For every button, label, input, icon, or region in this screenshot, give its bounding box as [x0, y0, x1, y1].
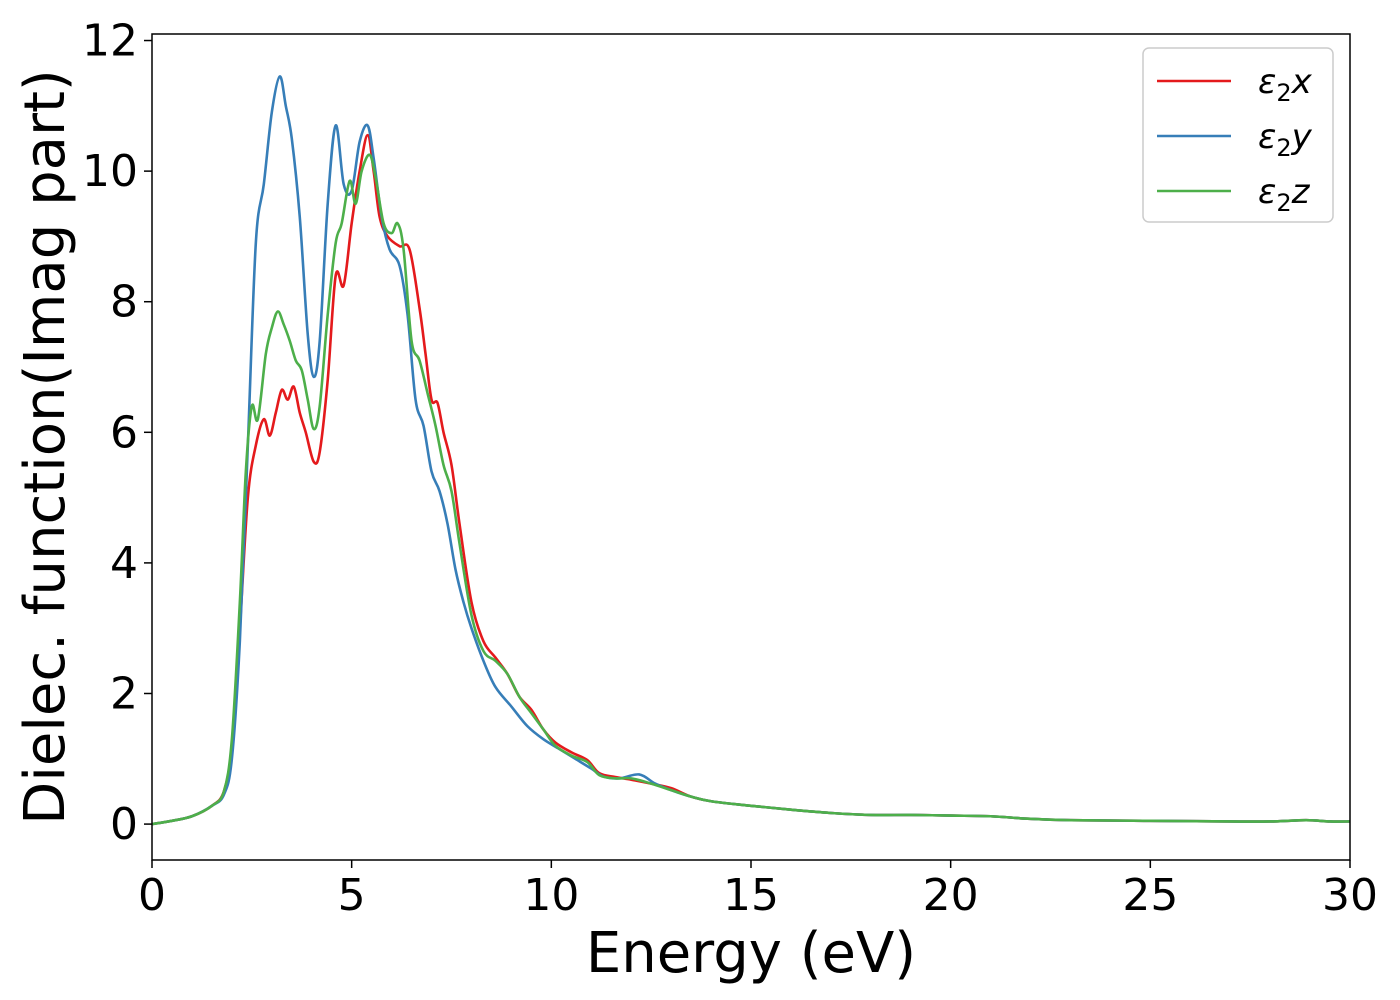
- series-layer: [152, 75, 1350, 826]
- x-tick-label: 10: [523, 870, 579, 921]
- legend-box: [1142, 47, 1334, 223]
- x-tick-label: 30: [1322, 870, 1378, 921]
- y-tick-label: 4: [110, 538, 138, 589]
- x-tick-label: 15: [723, 870, 779, 921]
- y-tick-label: 8: [110, 277, 138, 328]
- y-tick-label: 2: [110, 668, 138, 719]
- legend: ε2x ε2y ε2z: [1142, 47, 1334, 223]
- series-line-z: [152, 153, 1350, 826]
- y-tick-label: 0: [110, 799, 138, 850]
- y-tick-label: 6: [110, 407, 138, 458]
- x-axis-label: Energy (eV): [586, 921, 916, 986]
- legend-label-x: ε2x: [1258, 62, 1313, 107]
- legend-label-y: ε2y: [1258, 117, 1313, 162]
- x-axis-ticks: 0 5 10 15 20 25 30: [138, 860, 1378, 921]
- x-tick-label: 20: [923, 870, 979, 921]
- series-line-x: [152, 133, 1350, 826]
- x-tick-label: 25: [1122, 870, 1178, 921]
- y-axis-ticks: 0 2 4 6 8 10 12: [82, 16, 152, 850]
- x-tick-label: 5: [338, 870, 366, 921]
- y-tick-label: 10: [82, 146, 138, 197]
- y-tick-label: 12: [82, 16, 138, 67]
- x-tick-label: 0: [138, 870, 166, 921]
- legend-entries: ε2x ε2y ε2z: [1157, 62, 1313, 217]
- y-axis-label: Dielec. function(Imag part): [13, 69, 78, 825]
- legend-label-z: ε2z: [1258, 172, 1311, 217]
